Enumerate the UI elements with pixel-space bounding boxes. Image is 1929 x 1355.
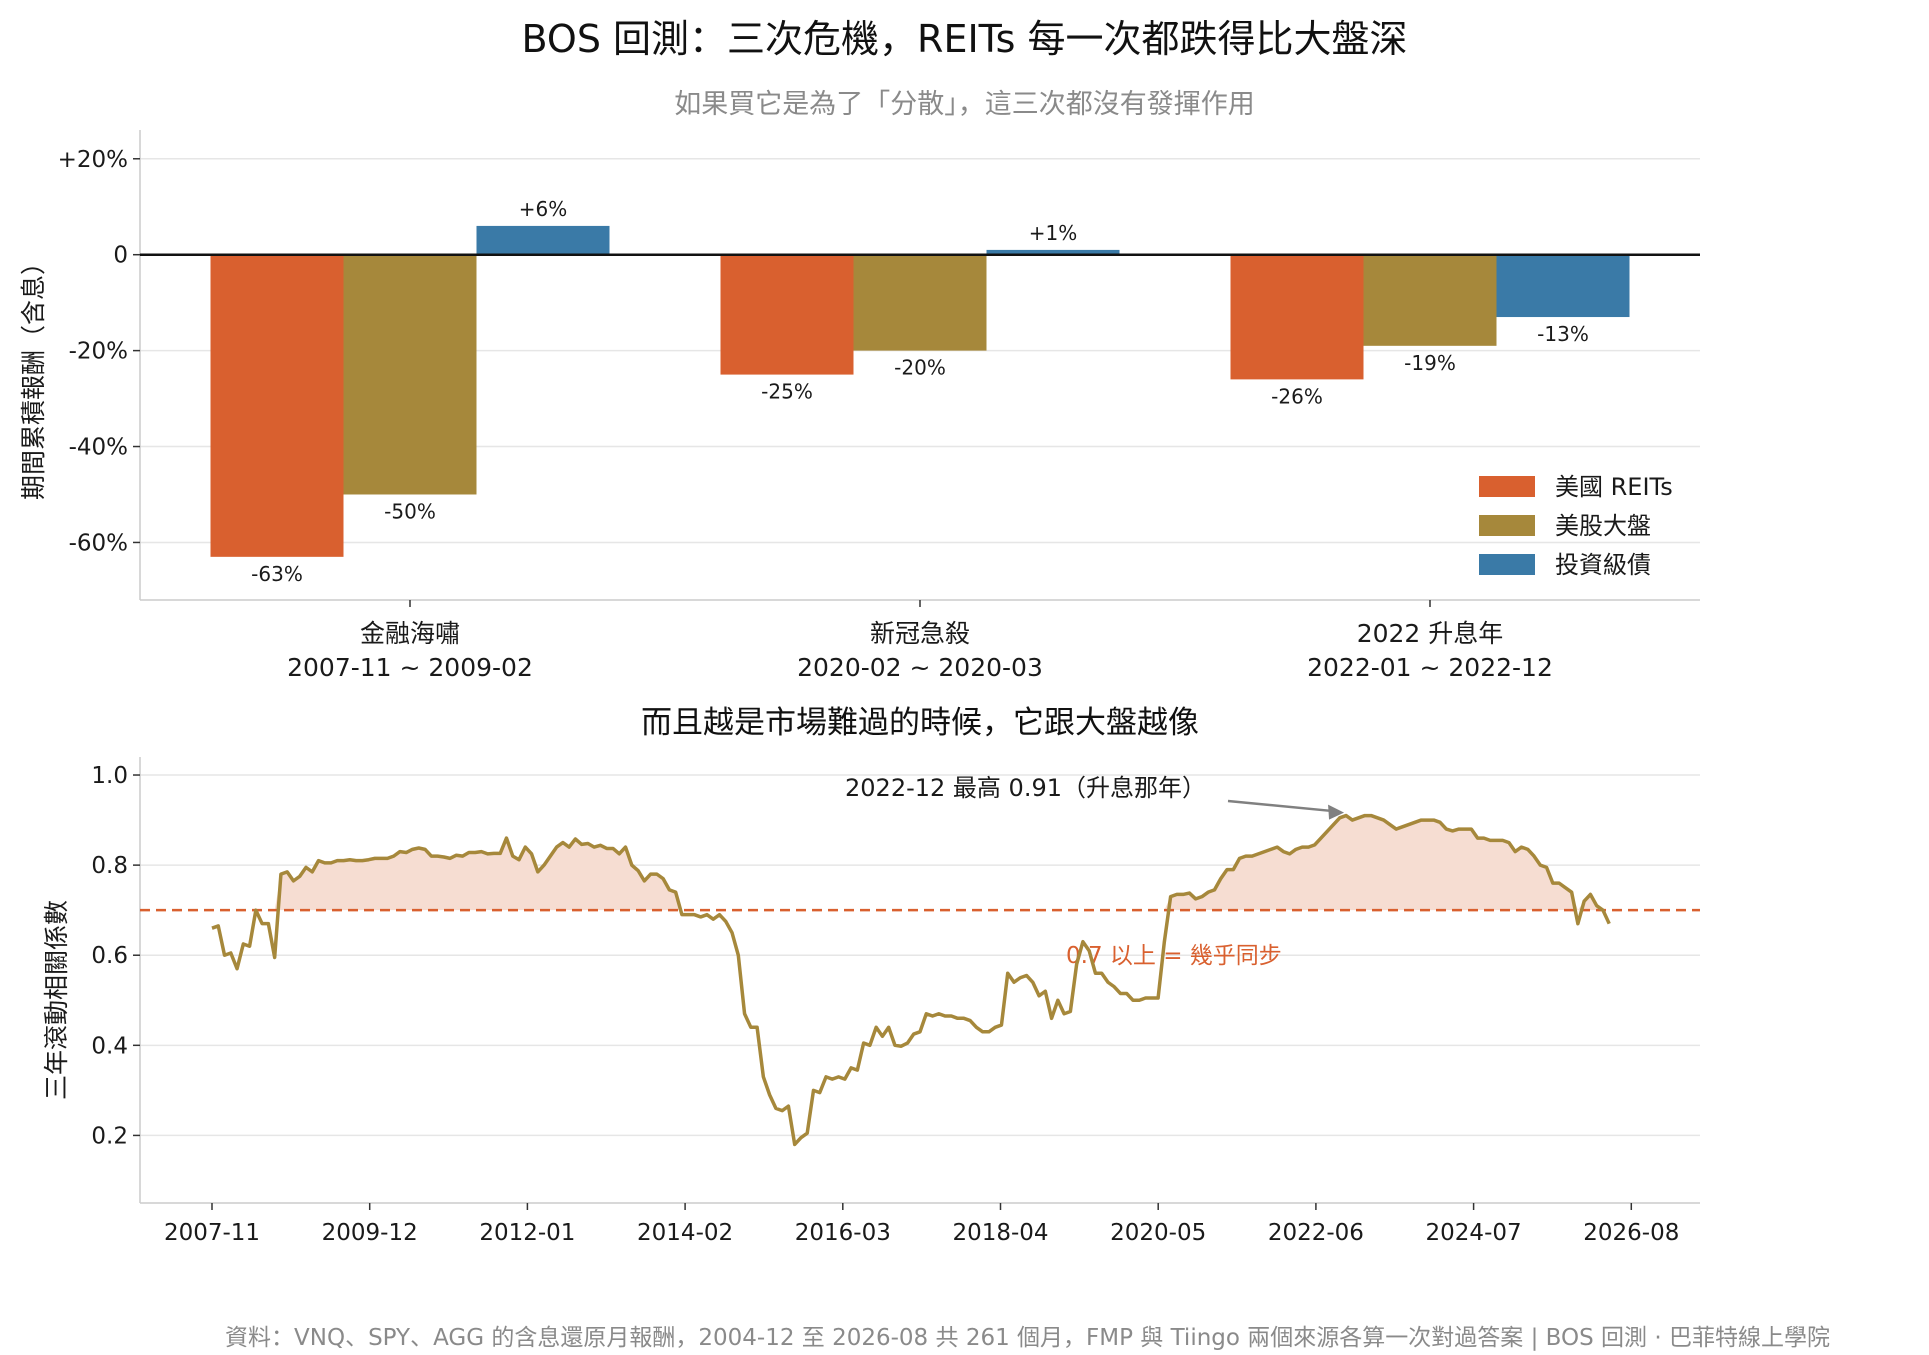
bar-category-period: 2022-01 ~ 2022-12 [1307, 653, 1553, 682]
bar-category-period: 2007-11 ~ 2009-02 [287, 653, 533, 682]
line-x-tick-label: 2007-11 [164, 1220, 260, 1246]
peak-annotation-arrow [1227, 799, 1339, 813]
line-y-tick-label: 0.6 [91, 943, 128, 969]
line-x-tick-label: 2026-08 [1583, 1220, 1679, 1246]
bar-category-name: 新冠急殺 [870, 619, 970, 648]
bar-y-axis-title: 期間累積報酬（含息） [19, 250, 48, 500]
peak-annotation-text: 2022-12 最高 0.91（升息那年） [845, 774, 1206, 802]
bar-0-1 [720, 254, 854, 375]
legend-swatch-2 [1479, 554, 1535, 575]
bar-value-label: +6% [519, 197, 568, 221]
bar-0-0 [210, 254, 344, 557]
legend-swatch-0 [1479, 476, 1535, 497]
bar-2-2 [1496, 254, 1630, 318]
line-y-tick-label: 1.0 [91, 763, 128, 789]
footer-source-note: 資料：VNQ、SPY、AGG 的含息還原月報酬，2004-12 至 2026-0… [225, 1325, 1830, 1351]
line-x-tick-label: 2012-01 [479, 1220, 575, 1246]
bar-value-label: -26% [1271, 384, 1323, 408]
bar-y-tick-label: -40% [69, 435, 128, 461]
line-x-tick-label: 2009-12 [322, 1220, 418, 1246]
legend-swatch-1 [1479, 515, 1535, 536]
chart-subtitle: 如果買它是為了「分散」，這三次都沒有發揮作用 [674, 89, 1255, 120]
line-x-tick-label: 2020-05 [1110, 1220, 1206, 1246]
line-y-tick-label: 0.4 [91, 1033, 128, 1059]
legend-label: 投資級債 [1555, 551, 1651, 579]
legend-label: 美股大盤 [1555, 512, 1651, 540]
bar-2-1 [986, 249, 1120, 255]
line-x-tick-label: 2024-07 [1426, 1220, 1522, 1246]
bar-y-tick-label: -60% [69, 530, 128, 556]
bar-1-1 [853, 254, 987, 351]
line-x-tick-label: 2022-06 [1268, 1220, 1364, 1246]
correlation-fill-area [212, 815, 1610, 911]
bar-y-tick-label: 0 [113, 243, 128, 269]
bar-value-label: -63% [251, 562, 303, 586]
line-x-tick-label: 2014-02 [637, 1220, 733, 1246]
legend-label: 美國 REITs [1555, 473, 1673, 501]
bar-value-label: -50% [384, 499, 436, 523]
bar-category-name: 金融海嘯 [360, 619, 460, 648]
bar-1-0 [343, 254, 477, 495]
threshold-label: 0.7 以上 = 幾乎同步 [1066, 943, 1282, 969]
correlation-line [211, 813, 1611, 1147]
bar-value-label: -13% [1537, 322, 1589, 346]
peak-annotation-arrowhead [1328, 804, 1345, 820]
bar-value-label: +1% [1029, 221, 1078, 245]
line-y-axis-title: 三年滾動相關係數 [42, 900, 71, 1100]
line-y-tick-label: 0.2 [91, 1123, 128, 1149]
bar-y-tick-label: -20% [69, 339, 128, 365]
bar-2-0 [476, 225, 610, 255]
bar-category-period: 2020-02 ~ 2020-03 [797, 653, 1043, 682]
line-chart-title: 而且越是市場難過的時候，它跟大盤越像 [641, 705, 1199, 741]
bar-category-name: 2022 升息年 [1357, 619, 1504, 648]
bar-value-label: -25% [761, 380, 813, 404]
bar-1-2 [1363, 254, 1497, 346]
line-y-tick-label: 0.8 [91, 853, 128, 879]
chart-title: BOS 回測：三次危機，REITs 每一次都跌得比大盤深 [521, 17, 1408, 61]
bar-0-2 [1230, 254, 1364, 380]
bar-y-tick-label: +20% [58, 147, 128, 173]
bar-value-label: -20% [894, 356, 946, 380]
bar-value-label: -19% [1404, 351, 1456, 375]
line-x-tick-label: 2018-04 [952, 1220, 1048, 1246]
line-x-tick-label: 2016-03 [795, 1220, 891, 1246]
